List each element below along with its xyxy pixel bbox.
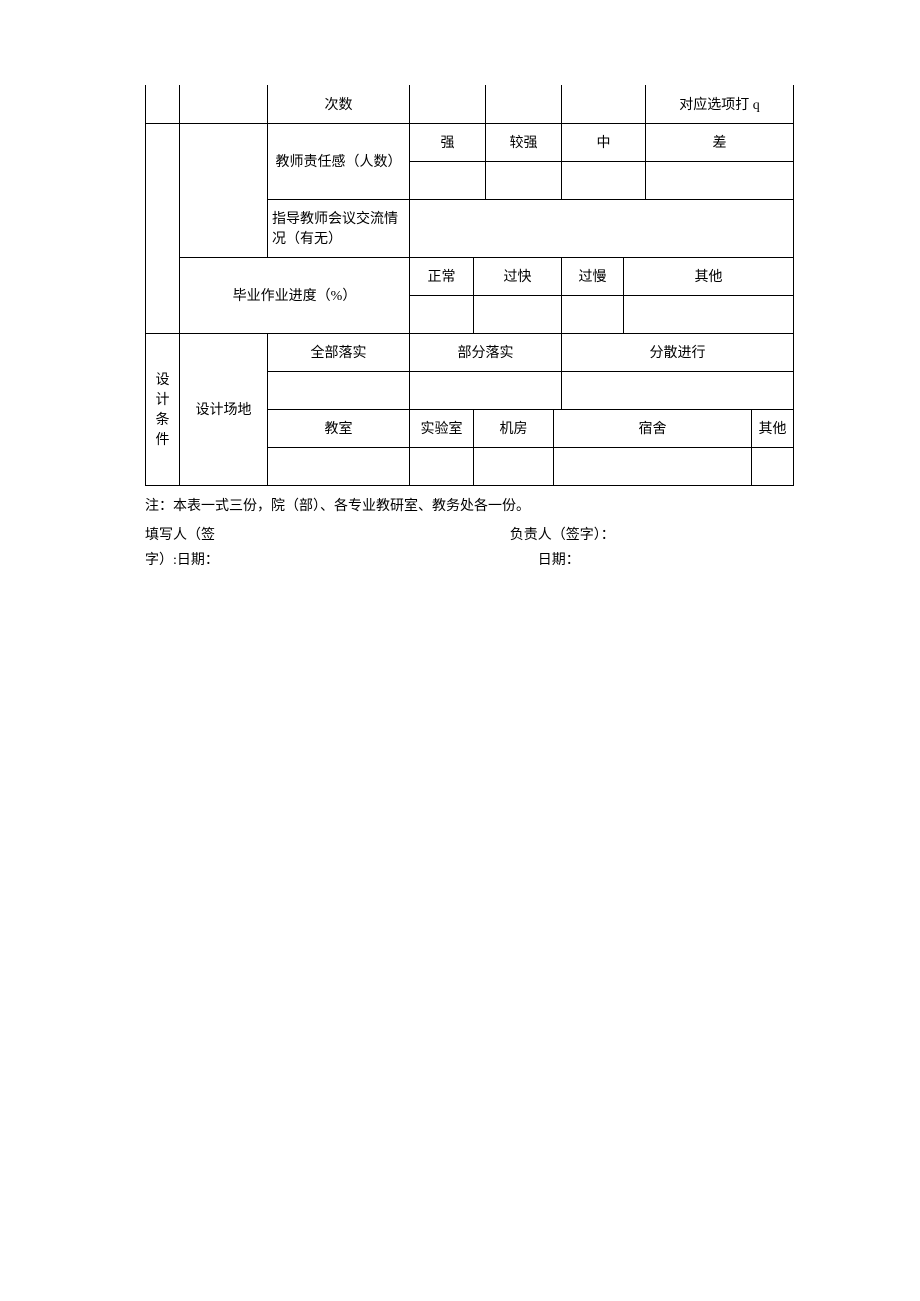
blank-cell — [180, 85, 268, 123]
option-poor: 差 — [646, 123, 794, 161]
blank-cell — [180, 123, 268, 257]
progress-fast: 过快 — [474, 257, 562, 295]
design-condition-label: 设计条件 — [146, 333, 180, 485]
progress-fast-value[interactable] — [474, 295, 562, 333]
design-place-label: 设计场地 — [180, 333, 268, 485]
option-stronger: 较强 — [486, 123, 562, 161]
progress-slow: 过慢 — [562, 257, 624, 295]
note-section: 注：本表一式三份，院（部）、各专业教研室、教务处各一份。 填写人（签 字）:日期… — [145, 494, 780, 574]
note-text: 注：本表一式三份，院（部）、各专业教研室、教务处各一份。 — [145, 494, 780, 519]
blank-cell[interactable] — [410, 85, 486, 123]
responsibility-medium-value[interactable] — [562, 161, 646, 199]
partial-implemented: 部分落实 — [410, 333, 562, 371]
responsibility-stronger-value[interactable] — [486, 161, 562, 199]
form-table: 次数 对应选项打 q 教师责任感（人数） 强 较强 中 差 指导教师会议交流情况… — [145, 85, 794, 486]
dorm-label: 宿舍 — [554, 409, 752, 447]
progress-other: 其他 — [624, 257, 794, 295]
blank-cell[interactable] — [486, 85, 562, 123]
computer-room-value[interactable] — [474, 447, 554, 485]
meeting-exchange-value[interactable] — [410, 199, 794, 257]
page-container: 次数 对应选项打 q 教师责任感（人数） 强 较强 中 差 指导教师会议交流情况… — [0, 0, 920, 573]
progress-other-value[interactable] — [624, 295, 794, 333]
teacher-responsibility-label: 教师责任感（人数） — [268, 123, 410, 199]
classroom-label: 教室 — [268, 409, 410, 447]
computer-room-label: 机房 — [474, 409, 554, 447]
signature-right: 负责人（签字）： 日期： — [450, 523, 780, 573]
responsible-signature-line2: 日期： — [510, 548, 780, 573]
dorm-value[interactable] — [554, 447, 752, 485]
option-medium: 中 — [562, 123, 646, 161]
signature-row: 填写人（签 字）:日期： 负责人（签字）： 日期： — [145, 523, 780, 573]
graduation-progress-label: 毕业作业进度（%） — [180, 257, 410, 333]
scattered-value[interactable] — [562, 371, 794, 409]
blank-side-cell — [146, 123, 180, 333]
option-mark-label: 对应选项打 q — [646, 85, 794, 123]
all-implemented-value[interactable] — [268, 371, 410, 409]
filler-signature-line2: 字）:日期： — [145, 548, 450, 573]
progress-slow-value[interactable] — [562, 295, 624, 333]
option-strong: 强 — [410, 123, 486, 161]
responsible-signature-line1: 负责人（签字）： — [510, 523, 780, 548]
responsibility-poor-value[interactable] — [646, 161, 794, 199]
lab-label: 实验室 — [410, 409, 474, 447]
blank-cell — [146, 85, 180, 123]
responsibility-strong-value[interactable] — [410, 161, 486, 199]
classroom-value[interactable] — [268, 447, 410, 485]
lab-value[interactable] — [410, 447, 474, 485]
filler-signature-line1: 填写人（签 — [145, 523, 450, 548]
scattered: 分散进行 — [562, 333, 794, 371]
all-implemented: 全部落实 — [268, 333, 410, 371]
meeting-exchange-label: 指导教师会议交流情况（有无） — [268, 199, 410, 257]
times-label: 次数 — [268, 85, 410, 123]
blank-cell[interactable] — [562, 85, 646, 123]
signature-left: 填写人（签 字）:日期： — [145, 523, 450, 573]
other-value[interactable] — [752, 447, 794, 485]
progress-normal: 正常 — [410, 257, 474, 295]
partial-implemented-value[interactable] — [410, 371, 562, 409]
progress-normal-value[interactable] — [410, 295, 474, 333]
other-label: 其他 — [752, 409, 794, 447]
